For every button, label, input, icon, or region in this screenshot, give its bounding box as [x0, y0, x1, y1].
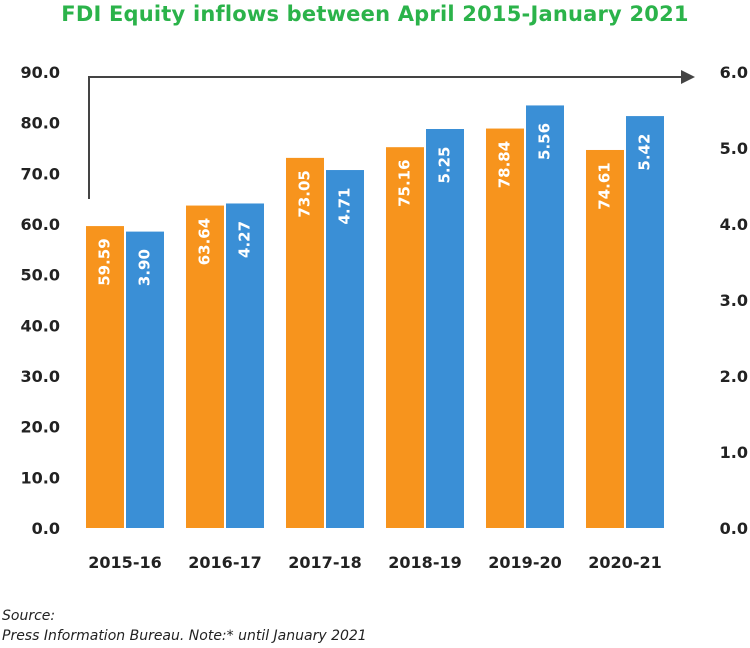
x-axis: 2015-16 2016-17 2017-18 2018-19 2019-20 2020-… [88, 553, 661, 572]
bar-value-label: 3.90 [136, 249, 154, 286]
right-axis: 0.0 1.0 2.0 3.0 4.0 5.0 6.0 [720, 63, 748, 538]
bar-secondary [326, 170, 364, 529]
left-tick-label: 60.0 [21, 215, 60, 234]
category-label: 2016-17 [188, 553, 261, 572]
bar-secondary [426, 129, 464, 528]
left-tick-label: 10.0 [21, 468, 60, 487]
right-tick-label: 4.0 [720, 215, 748, 234]
bar-fdi-equity [286, 157, 324, 528]
bar-value-label: 73.05 [296, 170, 314, 217]
bar-value-label: 63.64 [196, 218, 214, 265]
bar-value-label: 59.59 [96, 238, 114, 285]
bar-fdi-equity [386, 147, 424, 528]
trend-arrow-line [88, 76, 683, 199]
left-tick-label: 70.0 [21, 164, 60, 183]
source-label: Source: [2, 608, 56, 624]
left-tick-label: 50.0 [21, 266, 60, 285]
category-label: 2018-19 [388, 553, 461, 572]
bar-fdi-equity [86, 226, 124, 528]
source-note: Press Information Bureau. Note:* until J… [2, 628, 367, 644]
bar-value-label: 78.84 [496, 141, 514, 188]
bar-value-label: 5.25 [436, 146, 454, 183]
trend-arrow [88, 70, 695, 199]
trend-arrow-head [681, 70, 695, 84]
right-tick-label: 3.0 [720, 291, 748, 310]
fdi-bar-chart: 0.010.020.030.040.050.060.070.080.090.0 … [21, 63, 748, 572]
bar-value-label: 4.71 [336, 188, 354, 225]
right-tick-label: 0.0 [720, 519, 748, 538]
left-tick-label: 0.0 [32, 519, 60, 538]
category-label: 2020-21 [588, 553, 661, 572]
bar-value-label: 4.27 [236, 221, 254, 258]
bar-value-label: 74.61 [596, 162, 614, 209]
bar-secondary [626, 116, 664, 528]
bar-groups: 59.59 3.90 63.64 4.27 73.05 4.71 75.16 5.25 78.8… [86, 105, 664, 529]
left-tick-label: 30.0 [21, 367, 60, 386]
category-label: 2019-20 [488, 553, 561, 572]
bar-fdi-equity [586, 149, 624, 528]
bar-value-label: 5.42 [636, 134, 654, 171]
left-tick-label: 20.0 [21, 418, 60, 437]
bar-fdi-equity [486, 128, 524, 528]
left-tick-label: 90.0 [21, 63, 60, 82]
left-tick-label: 80.0 [21, 114, 60, 133]
category-label: 2017-18 [288, 553, 361, 572]
bar-value-label: 75.16 [396, 159, 414, 206]
right-tick-label: 5.0 [720, 139, 748, 158]
bar-fdi-equity [186, 205, 224, 529]
bar-value-label: 5.56 [536, 123, 554, 160]
category-label: 2015-16 [88, 553, 161, 572]
left-axis: 0.0 10.0 20.0 30.0 40.0 50.0 60.0 70.0 80.0 90.0 [21, 63, 60, 538]
bar-secondary [126, 231, 164, 528]
right-tick-label: 6.0 [720, 63, 748, 82]
chart-title: FDI Equity inflows between April 2015-Ja… [61, 2, 689, 26]
left-tick-label: 40.0 [21, 316, 60, 335]
bar-secondary [226, 203, 264, 529]
right-tick-label: 1.0 [720, 443, 748, 462]
right-tick-label: 2.0 [720, 367, 748, 386]
bar-secondary [526, 105, 564, 528]
